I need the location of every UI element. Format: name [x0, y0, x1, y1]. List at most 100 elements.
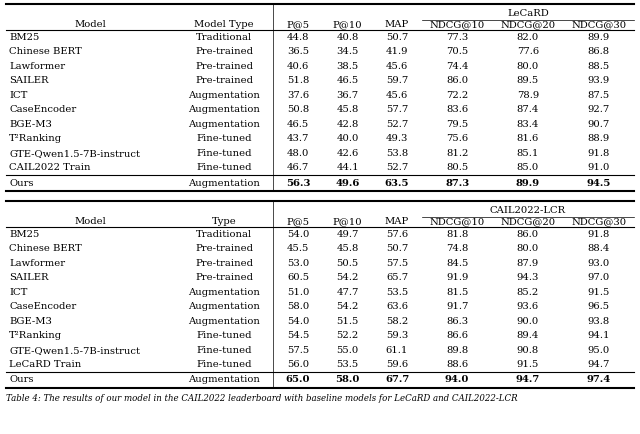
- Text: 44.8: 44.8: [287, 33, 309, 42]
- Text: 97.0: 97.0: [588, 273, 610, 282]
- Text: Fine-tuned: Fine-tuned: [196, 331, 252, 340]
- Text: Augmentation: Augmentation: [188, 178, 260, 187]
- Text: 86.3: 86.3: [446, 317, 468, 326]
- Text: 53.0: 53.0: [287, 259, 309, 268]
- Text: 63.6: 63.6: [386, 302, 408, 311]
- Text: Augmentation: Augmentation: [188, 105, 260, 114]
- Text: 45.6: 45.6: [386, 91, 408, 100]
- Text: Lawformer: Lawformer: [9, 259, 65, 268]
- Text: 50.7: 50.7: [386, 33, 408, 42]
- Text: 72.2: 72.2: [446, 91, 468, 100]
- Text: 94.7: 94.7: [588, 360, 610, 369]
- Text: 53.8: 53.8: [386, 149, 408, 158]
- Text: 80.0: 80.0: [516, 62, 539, 71]
- Text: 52.7: 52.7: [386, 163, 408, 172]
- Text: 89.4: 89.4: [516, 331, 539, 340]
- Text: 34.5: 34.5: [337, 47, 358, 56]
- Text: 83.6: 83.6: [446, 105, 468, 114]
- Text: P@10: P@10: [333, 20, 362, 29]
- Text: Model: Model: [75, 20, 106, 29]
- Text: 88.9: 88.9: [588, 134, 610, 143]
- Text: 54.2: 54.2: [337, 273, 358, 282]
- Text: 91.8: 91.8: [588, 230, 610, 239]
- Text: 42.8: 42.8: [337, 120, 358, 129]
- Text: 63.5: 63.5: [385, 178, 409, 187]
- Text: 89.9: 89.9: [516, 178, 540, 187]
- Text: 83.4: 83.4: [516, 120, 539, 129]
- Text: Augmentation: Augmentation: [188, 302, 260, 311]
- Text: 81.5: 81.5: [446, 288, 468, 297]
- Text: Type: Type: [212, 217, 237, 226]
- Text: 49.3: 49.3: [386, 134, 408, 143]
- Text: 48.0: 48.0: [287, 149, 309, 158]
- Text: 96.5: 96.5: [588, 302, 610, 311]
- Text: 65.7: 65.7: [386, 273, 408, 282]
- Text: 51.8: 51.8: [287, 76, 309, 85]
- Text: Fine-tuned: Fine-tuned: [196, 360, 252, 369]
- Text: 86.8: 86.8: [588, 47, 610, 56]
- Text: 38.5: 38.5: [337, 62, 358, 71]
- Text: NDCG@30: NDCG@30: [571, 217, 626, 226]
- Text: 41.9: 41.9: [386, 47, 408, 56]
- Text: Traditional: Traditional: [196, 230, 252, 239]
- Text: 58.2: 58.2: [386, 317, 408, 326]
- Text: 75.6: 75.6: [446, 134, 468, 143]
- Text: 44.1: 44.1: [336, 163, 359, 172]
- Text: BM25: BM25: [9, 230, 40, 239]
- Text: Pre-trained: Pre-trained: [195, 62, 253, 71]
- Text: 61.1: 61.1: [386, 346, 408, 355]
- Text: Table 4: The results of our model in the CAIL2022 leaderboard with baseline mode: Table 4: The results of our model in the…: [6, 394, 518, 403]
- Text: T²Ranking: T²Ranking: [9, 331, 62, 340]
- Text: Pre-trained: Pre-trained: [195, 76, 253, 85]
- Text: 52.2: 52.2: [337, 331, 358, 340]
- Text: 91.5: 91.5: [588, 288, 610, 297]
- Text: Fine-tuned: Fine-tuned: [196, 134, 252, 143]
- Text: 77.3: 77.3: [446, 33, 468, 42]
- Text: P@10: P@10: [333, 217, 362, 226]
- Text: 65.0: 65.0: [285, 375, 310, 385]
- Text: 45.5: 45.5: [287, 244, 309, 253]
- Text: 53.5: 53.5: [386, 288, 408, 297]
- Text: P@5: P@5: [287, 20, 310, 29]
- Text: 90.0: 90.0: [516, 317, 539, 326]
- Text: 94.7: 94.7: [516, 375, 540, 385]
- Text: 87.3: 87.3: [445, 178, 469, 187]
- Text: 81.6: 81.6: [516, 134, 539, 143]
- Text: 56.0: 56.0: [287, 360, 309, 369]
- Text: MAP: MAP: [385, 217, 409, 226]
- Text: Ours: Ours: [9, 375, 33, 385]
- Text: 87.5: 87.5: [588, 91, 610, 100]
- Text: 46.7: 46.7: [287, 163, 309, 172]
- Text: 91.0: 91.0: [588, 163, 610, 172]
- Text: 60.5: 60.5: [287, 273, 309, 282]
- Text: Augmentation: Augmentation: [188, 288, 260, 297]
- Text: 74.4: 74.4: [446, 62, 468, 71]
- Text: 77.6: 77.6: [517, 47, 539, 56]
- Text: Chinese BERT: Chinese BERT: [9, 244, 82, 253]
- Text: CAIL2022 Train: CAIL2022 Train: [9, 163, 90, 172]
- Text: 51.0: 51.0: [287, 288, 309, 297]
- Text: 90.8: 90.8: [516, 346, 539, 355]
- Text: 57.7: 57.7: [386, 105, 408, 114]
- Text: 85.1: 85.1: [516, 149, 539, 158]
- Text: 46.5: 46.5: [287, 120, 309, 129]
- Text: 50.5: 50.5: [337, 259, 358, 268]
- Text: 59.6: 59.6: [386, 360, 408, 369]
- Text: Fine-tuned: Fine-tuned: [196, 149, 252, 158]
- Text: 93.0: 93.0: [588, 259, 610, 268]
- Text: 50.8: 50.8: [287, 105, 309, 114]
- Text: Pre-trained: Pre-trained: [195, 244, 253, 253]
- Text: Augmentation: Augmentation: [188, 91, 260, 100]
- Text: 70.5: 70.5: [446, 47, 468, 56]
- Text: 86.6: 86.6: [446, 331, 468, 340]
- Text: 93.6: 93.6: [517, 302, 539, 311]
- Text: 88.6: 88.6: [446, 360, 468, 369]
- Text: Ours: Ours: [9, 178, 33, 187]
- Text: ICT: ICT: [9, 91, 28, 100]
- Text: 56.3: 56.3: [285, 178, 310, 187]
- Text: Pre-trained: Pre-trained: [195, 47, 253, 56]
- Text: ICT: ICT: [9, 288, 28, 297]
- Text: 90.7: 90.7: [588, 120, 610, 129]
- Text: 36.7: 36.7: [337, 91, 358, 100]
- Text: 54.5: 54.5: [287, 331, 309, 340]
